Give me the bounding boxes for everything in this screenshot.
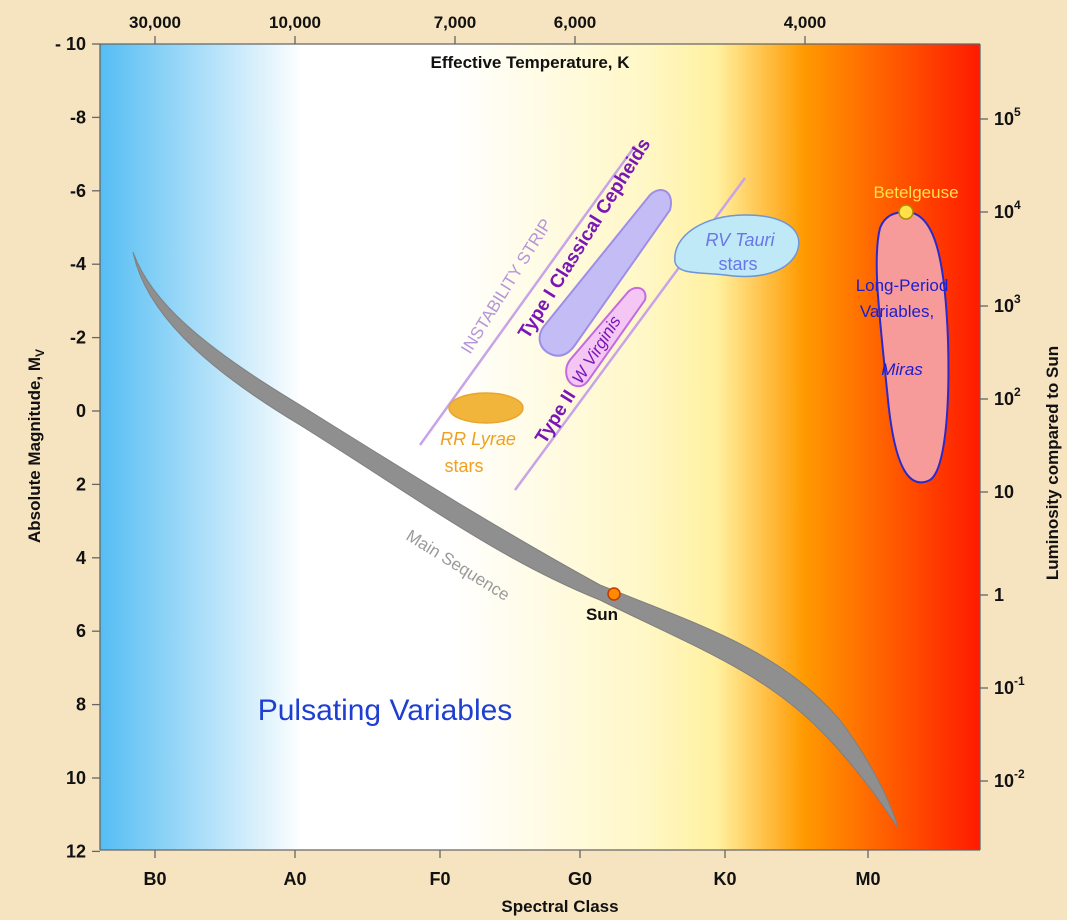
y-tick-label: 8: [76, 695, 86, 715]
sun-label: Sun: [586, 605, 618, 624]
x2-tick-label: 30,000: [129, 13, 181, 32]
variable-regions: [418, 145, 950, 491]
ticks: - 10 -8 -6 -4 -2 0 2 4 6 8 10 12 B0 A0 F0 G0 K0 M0 30,000 1…: [55, 13, 1025, 889]
y2-tick-label: 103: [994, 292, 1021, 316]
x2-axis-title: Effective Temperature, K: [430, 53, 630, 72]
y-tick-label: 10: [66, 768, 86, 788]
rv-tauri-sub-label: stars: [718, 254, 757, 274]
rv-tauri-region: [674, 214, 800, 278]
instability-strip-left-edge: [418, 145, 637, 446]
y-tick-label: -8: [70, 107, 86, 127]
main-sequence-mark: [132, 251, 899, 829]
x-tick-label: M0: [855, 869, 880, 889]
variables-label: Variables,: [860, 302, 934, 321]
y-tick-label: 6: [76, 621, 86, 641]
long-period-variables-region: [875, 210, 950, 484]
y2-tick-label: 10-1: [994, 674, 1025, 698]
y-tick-label: -4: [70, 254, 86, 274]
svg-text:Absolute Magnitude, MV: Absolute Magnitude, MV: [25, 349, 47, 543]
x-tick-label: G0: [568, 869, 592, 889]
w-virginis-region: [565, 286, 647, 388]
plot-area: [100, 44, 980, 850]
y2-tick-label: 102: [994, 385, 1021, 409]
x-axis-title: Spectral Class: [501, 897, 618, 916]
x-tick-label: K0: [713, 869, 736, 889]
x-tick-label: B0: [143, 869, 166, 889]
miras-label: Miras: [881, 360, 923, 379]
rr-lyrae-region: [448, 392, 524, 424]
cepheids-region: [538, 189, 672, 357]
betelgeuse-label: Betelgeuse: [873, 183, 958, 202]
x2-tick-label: 6,000: [554, 13, 597, 32]
axis-lines: [99, 43, 981, 851]
chart-title: Pulsating Variables: [258, 694, 513, 727]
y-tick-label: 0: [76, 401, 86, 421]
y-axis-title: Absolute Magnitude, MV: [25, 349, 47, 543]
y2-axis-title: Luminosity compared to Sun: [1043, 346, 1062, 580]
y2-tick-label: 1: [994, 585, 1004, 605]
rv-tauri-label: RV Tauri: [705, 230, 775, 250]
x-tick-label: A0: [283, 869, 306, 889]
y-tick-label: 12: [66, 841, 86, 861]
x2-tick-label: 10,000: [269, 13, 321, 32]
y-tick-label: 2: [76, 474, 86, 494]
y-tick-label: -2: [70, 328, 86, 348]
betelgeuse-marker: [898, 204, 914, 220]
y2-tick-label: 105: [994, 105, 1021, 129]
x2-tick-label: 7,000: [434, 13, 477, 32]
x2-tick-label: 4,000: [784, 13, 827, 32]
stars: Sun Betelgeuse: [586, 183, 959, 624]
y2-tick-label: 104: [994, 198, 1021, 222]
sun-marker: [607, 587, 621, 601]
rr-lyrae-label: RR Lyrae: [440, 429, 516, 449]
y-tick-label: - 10: [55, 34, 86, 54]
x-tick-label: F0: [429, 869, 450, 889]
long-period-label: Long-Period: [856, 276, 949, 295]
y2-tick-label: 10: [994, 482, 1014, 502]
rr-lyrae-sub-label: stars: [444, 456, 483, 476]
y-tick-label: 4: [76, 548, 86, 568]
y2-tick-label: 10-2: [994, 767, 1025, 791]
y-tick-label: -6: [70, 181, 86, 201]
